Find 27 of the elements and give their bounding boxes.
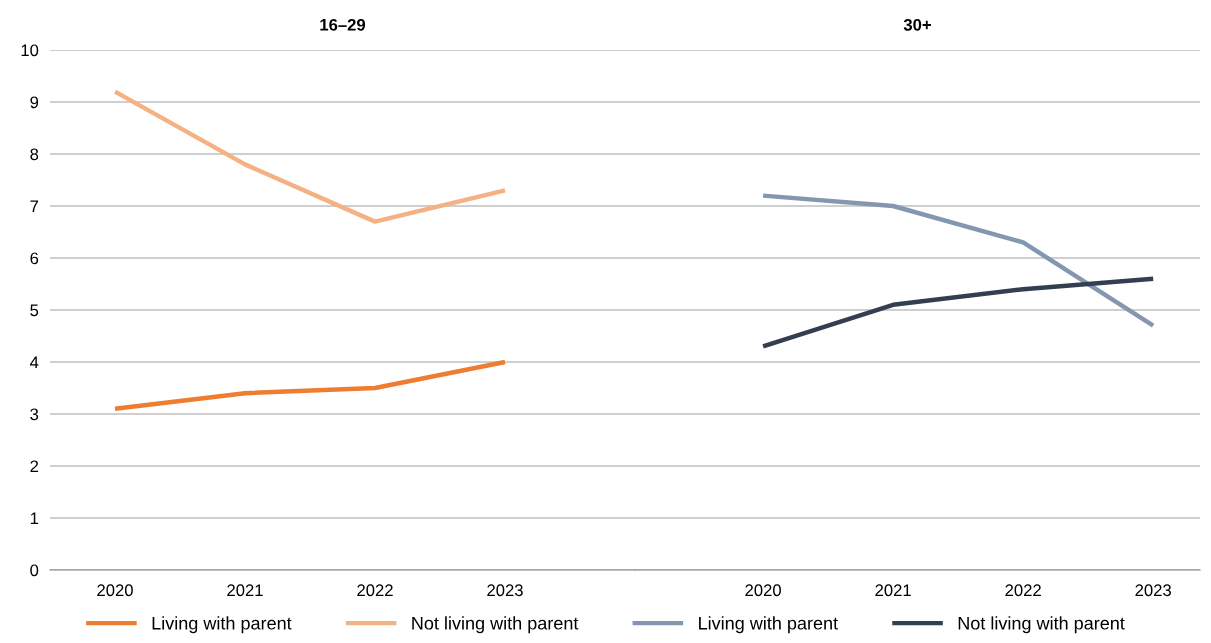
y-tick-label: 0 [30,564,39,577]
y-tick-label: 6 [30,252,39,265]
y-tick-label: 10 [21,44,39,57]
legend-label: Not living with parent [412,616,579,634]
chart-title: 30+ [903,18,931,31]
line-series [112,359,508,412]
y-tick-label: 8 [30,148,39,161]
legend-label: Living with parent [699,616,838,634]
y-tick-label: 9 [30,96,39,109]
y-tick-label: 7 [30,200,39,213]
x-tick-label: 2023 [487,584,523,597]
legend-label: Living with parent [152,616,292,634]
x-tick-label: 2022 [357,584,393,597]
x-tick-label: 2020 [97,584,133,597]
x-tick-label: 2021 [875,584,911,597]
x-tick-label: 2020 [745,584,781,597]
line-series [112,89,508,224]
y-tick-label: 1 [30,512,39,525]
legend-label: Not living with parent [958,616,1125,634]
x-tick-label: 2023 [1135,584,1171,597]
chart-title: 16–29 [320,18,366,31]
x-tick-label: 2021 [227,584,263,597]
y-tick-label: 3 [30,408,39,421]
y-tick-label: 4 [30,356,39,369]
y-tick-label: 5 [30,304,39,317]
x-tick-label: 2022 [1005,584,1041,597]
y-tick-label: 2 [30,460,39,473]
